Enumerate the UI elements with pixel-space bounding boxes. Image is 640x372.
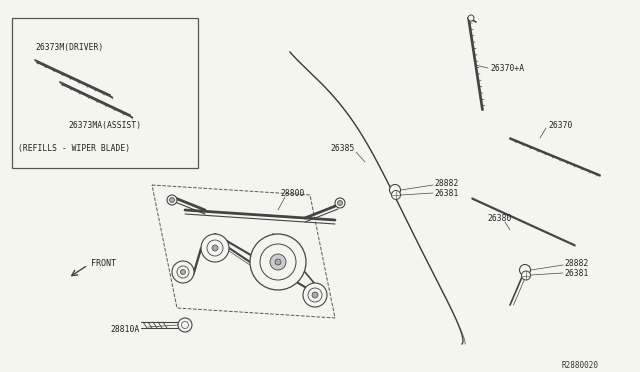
Circle shape — [270, 254, 286, 270]
Bar — [12, 18, 198, 168]
Text: 26381: 26381 — [564, 269, 588, 278]
Text: 28882: 28882 — [434, 179, 458, 187]
Text: 26373MA(ASSIST): 26373MA(ASSIST) — [68, 121, 141, 129]
Circle shape — [303, 283, 327, 307]
Circle shape — [522, 271, 531, 280]
Circle shape — [468, 15, 474, 21]
Circle shape — [172, 261, 194, 283]
Circle shape — [182, 321, 189, 328]
Text: 28810A: 28810A — [110, 326, 140, 334]
Text: 26380: 26380 — [487, 214, 511, 222]
Circle shape — [180, 269, 186, 275]
Circle shape — [250, 234, 306, 290]
Circle shape — [177, 266, 189, 278]
Circle shape — [178, 318, 192, 332]
Circle shape — [520, 264, 531, 276]
Text: 26370+A: 26370+A — [490, 64, 524, 73]
Circle shape — [337, 201, 342, 205]
Circle shape — [392, 190, 401, 199]
Circle shape — [207, 240, 223, 256]
Text: 28882: 28882 — [564, 259, 588, 267]
Circle shape — [390, 185, 401, 196]
Text: FRONT: FRONT — [91, 259, 116, 267]
Circle shape — [275, 259, 281, 265]
Circle shape — [201, 234, 229, 262]
Circle shape — [260, 244, 296, 280]
Circle shape — [212, 245, 218, 251]
Circle shape — [170, 198, 175, 202]
Text: (REFILLS - WIPER BLADE): (REFILLS - WIPER BLADE) — [18, 144, 130, 153]
Circle shape — [335, 198, 345, 208]
Circle shape — [312, 292, 318, 298]
Text: 26385: 26385 — [330, 144, 355, 153]
Text: 26370: 26370 — [548, 121, 572, 129]
Text: 26381: 26381 — [434, 189, 458, 198]
Circle shape — [167, 195, 177, 205]
Text: R2880020: R2880020 — [562, 362, 599, 371]
Text: 28800: 28800 — [280, 189, 305, 198]
Text: 26373M(DRIVER): 26373M(DRIVER) — [35, 42, 103, 51]
Circle shape — [308, 288, 322, 302]
